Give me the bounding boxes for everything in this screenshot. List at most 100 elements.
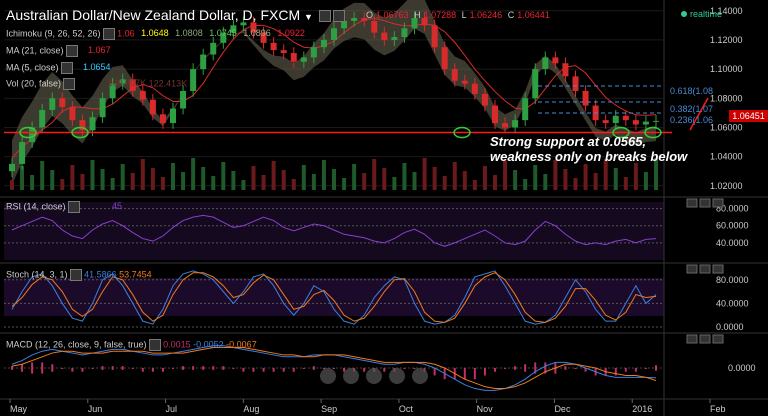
pane-control-icon[interactable]	[712, 264, 724, 274]
candle	[29, 127, 36, 143]
realtime-dot-icon	[680, 11, 687, 17]
pane-control-icon[interactable]	[699, 334, 711, 344]
macd-settings-icon[interactable]	[148, 339, 161, 351]
candle	[391, 37, 398, 40]
macd-histogram-bar	[504, 368, 507, 369]
macd-histogram-bar	[202, 366, 205, 370]
rsi-legend[interactable]: RSI (14, close) 45	[6, 201, 123, 213]
candle	[69, 107, 76, 121]
candle	[170, 108, 176, 124]
macd-histogram-bar	[282, 368, 285, 372]
volume-bar	[201, 167, 206, 190]
vol-settings-icon[interactable]	[63, 78, 76, 90]
pane-control-icon[interactable]	[712, 334, 724, 344]
volume-bar	[40, 161, 45, 190]
stoch-settings-icon[interactable]	[69, 269, 82, 281]
macd-histogram-bar	[624, 368, 627, 372]
volume-bar	[80, 174, 85, 190]
volume-bar	[613, 168, 618, 190]
ma21-settings-icon[interactable]	[65, 45, 78, 57]
pane-control-icon[interactable]	[686, 334, 698, 344]
fib-arrow	[689, 97, 709, 131]
macd-histogram-bar	[131, 368, 134, 369]
volume-bar	[462, 171, 467, 190]
macd-histogram-bar	[161, 368, 164, 372]
volume-bar	[422, 158, 427, 190]
fib-618-label: 0.618(1.08	[670, 86, 714, 96]
macd-legend[interactable]: MACD (12, 26, close, 9, false, true) 0.0…	[6, 339, 257, 351]
settings-icon[interactable]	[318, 10, 331, 23]
macd-histogram-bar	[61, 368, 64, 369]
pane-control-icon[interactable]	[686, 198, 698, 208]
macd-histogram-bar	[312, 366, 315, 370]
candle	[310, 47, 317, 58]
macd-histogram-bar	[333, 368, 335, 369]
candle	[471, 83, 478, 94]
macd-histogram-bar	[655, 365, 657, 371]
fib-236-label: 0.236(1.06	[670, 115, 714, 125]
volume-bar	[301, 165, 306, 190]
volume-bar	[402, 163, 407, 190]
ma5-legend[interactable]: MA (5, close) 1.0654	[6, 62, 111, 74]
nav-zoom-out-icon[interactable]	[343, 368, 359, 384]
candle	[351, 18, 358, 21]
volume-bar	[362, 173, 367, 190]
ichimoku-legend[interactable]: Ichimoku (9, 26, 52, 26) 1.06 1.0648 1.0…	[6, 28, 305, 40]
candle	[653, 120, 659, 122]
candle	[632, 120, 639, 125]
macd-histogram-bar	[534, 362, 537, 374]
volume-bar	[20, 166, 25, 190]
nav-prev-icon[interactable]	[320, 368, 336, 384]
vol-legend[interactable]: Vol (20, false) 109.607K 122.413K	[6, 78, 188, 90]
macd-histogram-bar	[21, 364, 24, 372]
candle	[49, 98, 56, 110]
ma5-settings-icon[interactable]	[60, 62, 73, 74]
price-tick-label: 1.08000	[710, 93, 743, 103]
x-tick-label: May	[10, 404, 28, 414]
volume-bar	[654, 158, 658, 190]
volume-bar	[533, 165, 538, 190]
low-value: 1.06246	[469, 10, 503, 20]
macd-histogram-bar	[262, 368, 265, 372]
candle	[572, 76, 579, 91]
price-tick-label: 1.06000	[710, 122, 743, 132]
price-tick-label: 1.14000	[710, 6, 743, 16]
fib-382-label: 0.382(1.07	[670, 104, 714, 114]
nav-zoom-in-icon[interactable]	[389, 368, 405, 384]
macd-histogram-bar	[644, 368, 647, 369]
stoch-legend[interactable]: Stoch (14, 3, 1) 41.5866 53.7454	[6, 269, 152, 281]
ma21-legend[interactable]: MA (21, close) 1.067	[6, 45, 111, 57]
support-touch-marker	[19, 126, 37, 139]
pane-control-icon[interactable]	[699, 264, 711, 274]
nav-reset-icon[interactable]	[366, 368, 382, 384]
macd-histogram-bar	[121, 366, 124, 370]
candle	[421, 18, 428, 26]
symbol-dropdown-icon[interactable]: ▼	[304, 12, 313, 22]
macd-histogram-bar	[614, 368, 617, 376]
rsi-settings-icon[interactable]	[67, 201, 80, 213]
macd-histogram-bar	[111, 366, 114, 370]
ichimoku-settings-icon[interactable]	[102, 28, 115, 40]
candle	[431, 25, 438, 48]
pane-control-icon[interactable]	[686, 264, 698, 274]
candle	[19, 142, 26, 164]
candle	[512, 120, 519, 128]
candle	[109, 83, 116, 99]
candle	[99, 98, 106, 118]
volume-bar	[150, 168, 155, 190]
support-touch-marker	[453, 126, 471, 139]
macd-histogram-bar	[41, 362, 44, 374]
pane-control-icon[interactable]	[712, 198, 724, 208]
volume-bar	[311, 174, 316, 190]
pane-control-icon[interactable]	[699, 198, 711, 208]
nav-next-icon[interactable]	[412, 368, 428, 384]
macd-histogram-bar	[192, 366, 195, 370]
candle	[149, 99, 156, 115]
close-icon[interactable]	[332, 10, 345, 23]
volume-bar	[493, 175, 497, 190]
volume-bar	[271, 161, 276, 190]
volume-bar	[583, 164, 588, 190]
support-touch-marker	[612, 126, 630, 139]
x-tick-label: Feb	[710, 404, 726, 414]
